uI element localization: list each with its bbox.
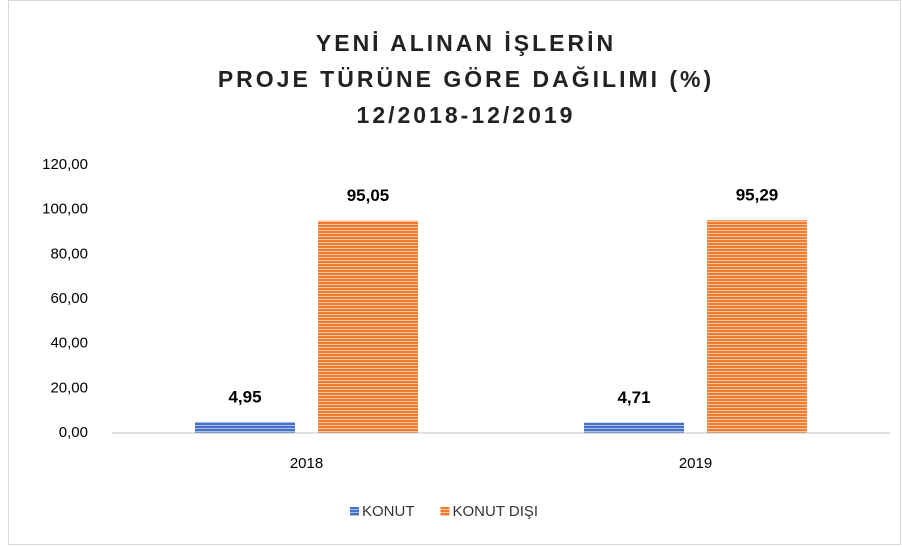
y-tick-label: 120,00 <box>42 156 88 173</box>
legend-swatch <box>440 507 450 516</box>
chart-title: 12/2018-12/2019 <box>357 102 576 128</box>
y-tick-label: 40,00 <box>50 335 88 352</box>
y-tick-label: 20,00 <box>50 379 88 396</box>
chart-title: YENİ ALINAN İŞLERİN <box>316 30 616 56</box>
legend-label: KONUT DIŞI <box>453 503 539 520</box>
bar <box>584 422 684 433</box>
bar <box>195 421 295 433</box>
y-tick-label: 80,00 <box>50 245 88 262</box>
legend-swatch <box>350 507 359 516</box>
legend-label: KONUT <box>362 503 415 520</box>
value-label: 95,05 <box>347 186 390 205</box>
x-tick-label: 2018 <box>290 455 323 472</box>
y-tick-label: 60,00 <box>50 290 88 307</box>
bar <box>318 220 418 433</box>
y-tick-label: 100,00 <box>42 201 88 218</box>
value-label: 95,29 <box>736 186 779 205</box>
value-label: 4,95 <box>228 387 261 406</box>
x-tick-label: 2019 <box>679 455 712 472</box>
bar <box>707 220 807 433</box>
chart-title: PROJE TÜRÜNE GÖRE DAĞILIMI (%) <box>218 65 714 92</box>
y-tick-label: 0,00 <box>59 424 88 441</box>
value-label: 4,71 <box>617 388 650 407</box>
